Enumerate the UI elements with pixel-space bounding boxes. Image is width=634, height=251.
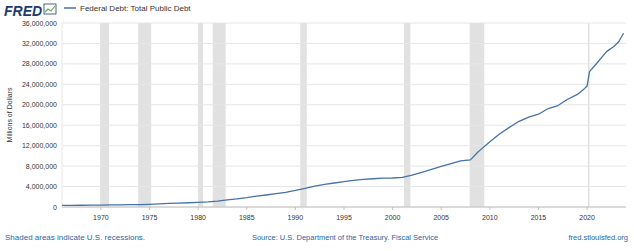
x-tick-label: 1985 bbox=[239, 214, 255, 221]
y-tick-label: 36,000,000 bbox=[22, 20, 57, 27]
grid-line bbox=[62, 63, 626, 64]
grid-line bbox=[62, 104, 626, 105]
x-tick bbox=[344, 207, 345, 210]
grid-line bbox=[62, 84, 626, 85]
x-tick-label: 2000 bbox=[385, 214, 401, 221]
recession-band bbox=[213, 23, 226, 207]
recession-band bbox=[404, 23, 410, 207]
logo-icon-frame bbox=[44, 4, 56, 14]
grid-line bbox=[62, 145, 626, 146]
x-tick-label: 1970 bbox=[93, 214, 109, 221]
y-axis-line bbox=[62, 23, 63, 207]
y-tick-label: 32,000,000 bbox=[22, 40, 57, 47]
y-tick-label: 16,000,000 bbox=[22, 122, 57, 129]
y-tick-label: 20,000,000 bbox=[22, 101, 57, 108]
grid-line bbox=[62, 166, 626, 167]
y-tick-label: 28,000,000 bbox=[22, 60, 57, 67]
logo-icon-line bbox=[45, 6, 55, 12]
x-tick-label: 2005 bbox=[433, 214, 449, 221]
recession-band bbox=[588, 23, 590, 207]
grid-line bbox=[62, 125, 626, 126]
recession-band bbox=[198, 23, 203, 207]
grid-line bbox=[62, 43, 626, 44]
x-tick-label: 1980 bbox=[190, 214, 206, 221]
series-line bbox=[62, 33, 624, 205]
legend-swatch bbox=[64, 7, 76, 9]
y-tick-label: 4,000,000 bbox=[26, 183, 57, 190]
y-tick-label: 0 bbox=[53, 204, 57, 211]
y-axis-title: Millions of Dollars bbox=[6, 87, 13, 142]
x-tick bbox=[100, 207, 101, 210]
footnote-right: fred.stlouisfed.org bbox=[568, 233, 628, 242]
grid-line bbox=[62, 186, 626, 187]
x-tick bbox=[392, 207, 393, 210]
footnote-left: Shaded areas indicate U.S. recessions. bbox=[5, 233, 145, 242]
y-tick-label: 8,000,000 bbox=[26, 163, 57, 170]
x-tick-label: 2015 bbox=[531, 214, 547, 221]
recession-band bbox=[138, 23, 151, 207]
logo-icon bbox=[44, 4, 56, 14]
x-tick bbox=[246, 207, 247, 210]
x-tick bbox=[441, 207, 442, 210]
x-tick bbox=[489, 207, 490, 210]
x-tick bbox=[149, 207, 150, 210]
x-tick bbox=[295, 207, 296, 210]
recessions bbox=[100, 23, 589, 207]
grid-line bbox=[62, 23, 626, 24]
x-tick-label: 1990 bbox=[288, 214, 304, 221]
chart: 0 4,000,000 8,000,000 12,000,000 16,000,000 2… bbox=[0, 0, 634, 251]
x-tick-label: 2010 bbox=[482, 214, 498, 221]
x-tick bbox=[587, 207, 588, 210]
x-tick-label: 1975 bbox=[142, 214, 158, 221]
x-tick bbox=[538, 207, 539, 210]
x-tick bbox=[198, 207, 199, 210]
recession-band bbox=[100, 23, 109, 207]
logo: FRED bbox=[4, 3, 42, 19]
series-group bbox=[62, 33, 624, 205]
footnote-source: Source: U.S. Department of the Treasury.… bbox=[252, 233, 438, 242]
y-tick-label: 24,000,000 bbox=[22, 81, 57, 88]
recession-band bbox=[470, 23, 485, 207]
x-tick-label: 2020 bbox=[579, 214, 595, 221]
y-tick-label: 12,000,000 bbox=[22, 142, 57, 149]
legend-label: Federal Debt: Total Public Debt bbox=[80, 4, 191, 13]
x-tick-label: 1995 bbox=[336, 214, 352, 221]
recession-band bbox=[300, 23, 307, 207]
